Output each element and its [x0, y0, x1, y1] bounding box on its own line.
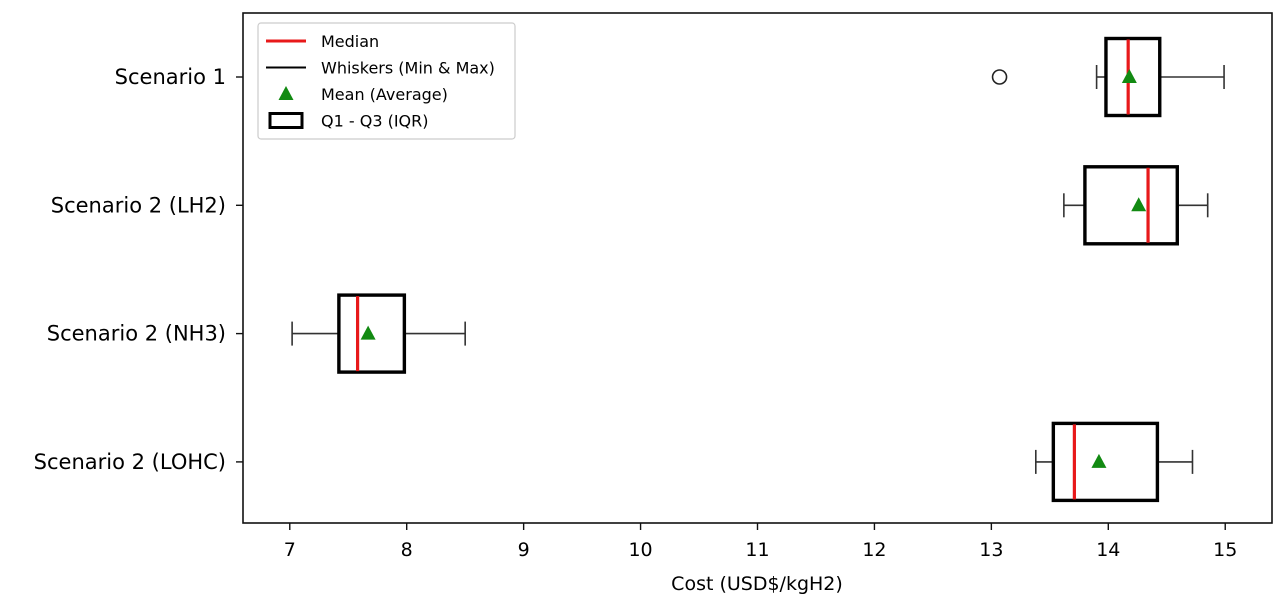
- mean-marker: [1131, 197, 1147, 212]
- y-tick-label: Scenario 2 (LH2): [51, 193, 226, 217]
- y-tick-label: Scenario 2 (NH3): [47, 322, 226, 346]
- x-tick-label: 11: [745, 539, 769, 561]
- box-group: [991, 36, 1225, 118]
- legend-label: Median: [321, 32, 379, 51]
- x-tick-label: 14: [1096, 539, 1120, 561]
- box-group: [291, 293, 466, 374]
- mean-marker: [1121, 69, 1137, 83]
- legend-frame: [257, 22, 516, 140]
- axes: 7 8 9 10 11 12 13 14 15 Scenario 1 Scenario 2 (LH2…: [34, 12, 1273, 561]
- y-tick-label: Scenario 1: [115, 65, 226, 89]
- mean-marker: [1091, 453, 1107, 468]
- iqr-box: [1083, 165, 1179, 246]
- legend-label: Mean (Average): [321, 85, 448, 104]
- legend-triangle-swatch: [278, 86, 294, 100]
- x-tick-label: 15: [1213, 539, 1237, 561]
- iqr-box: [1051, 421, 1160, 503]
- legend-label: Q1 - Q3 (IQR): [321, 112, 429, 131]
- box-series: [291, 36, 1225, 503]
- x-tick-label: 12: [862, 539, 886, 561]
- x-tick-label: 8: [401, 539, 413, 561]
- mean-marker: [360, 325, 376, 340]
- x-axis-label: Cost (USD$/kgH2): [671, 573, 843, 595]
- y-tick-label: Scenario 2 (LOHC): [34, 450, 226, 474]
- box-group: [1063, 165, 1209, 246]
- iqr-box: [1104, 36, 1162, 118]
- legend-label: Whiskers (Min & Max): [321, 59, 495, 78]
- iqr-box: [337, 293, 407, 374]
- x-tick-label: 9: [518, 539, 530, 561]
- box-group: [1034, 421, 1194, 503]
- outlier-point: [991, 69, 1008, 85]
- legend: Median Whiskers (Min & Max) Mean (Average)…: [257, 22, 516, 140]
- x-tick-label: 13: [979, 539, 1003, 561]
- legend-box-swatch: [268, 112, 304, 129]
- x-tick-label: 7: [284, 539, 296, 561]
- x-tick-label: 10: [628, 539, 652, 561]
